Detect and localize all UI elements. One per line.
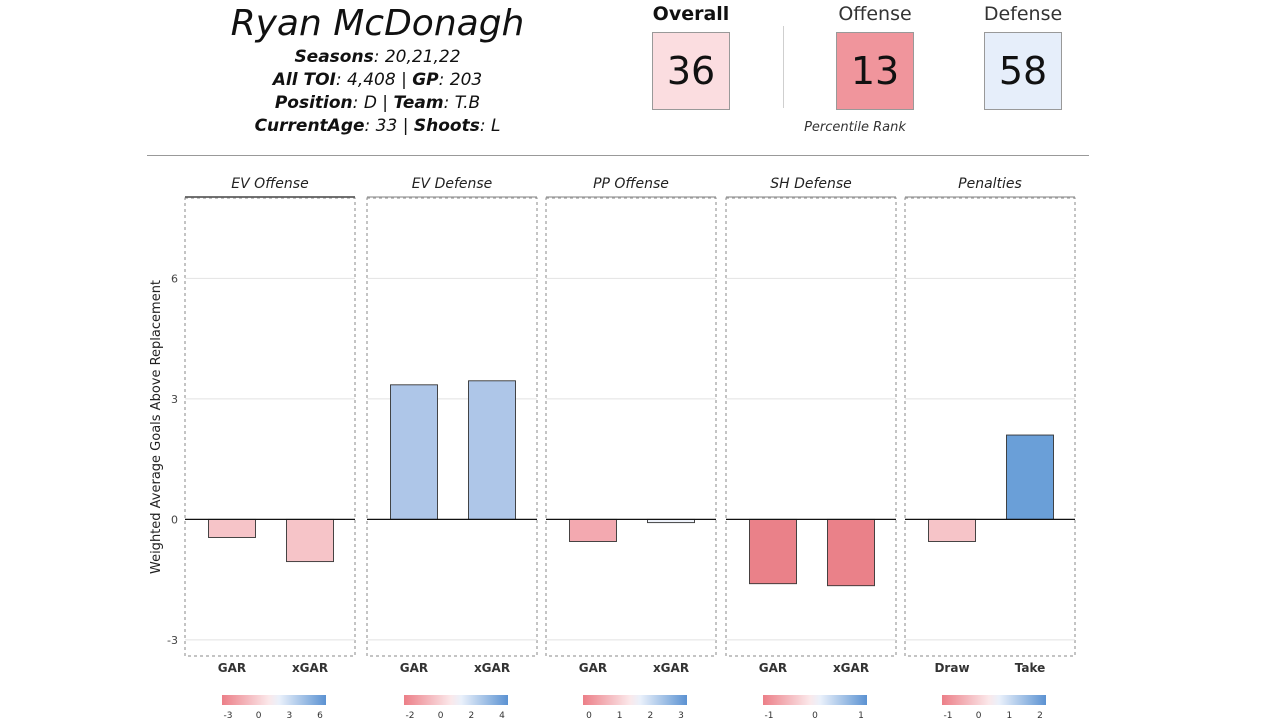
x-tick-label: GAR [400,661,428,675]
rank-divider [783,26,784,108]
facet-title: Penalties [958,176,1022,192]
seasons-line: Seasons: 20,21,22 [294,47,461,67]
overall-label: Overall [652,3,730,25]
colorbar-tick-label: 0 [976,711,982,720]
offense-rank: Offense 13 [825,0,925,110]
colorbar-tick-label: 1 [1006,711,1012,720]
colorbar-tick-label: 3 [286,711,292,720]
gar-chart: Weighted Average Goals Above Replacement… [149,176,1076,720]
overall-value: 36 [652,32,730,110]
bar [208,518,256,538]
y-tick-label: 3 [171,393,178,406]
toi-value: 4,408 [347,70,396,90]
bar [749,518,797,585]
y-axis-title: Weighted Average Goals Above Replacement [149,280,164,574]
x-tick-label: Draw [934,661,969,675]
x-tick-label: GAR [759,661,787,675]
bar [286,518,334,563]
colorbar [583,695,687,705]
colorbar-tick-label: 0 [812,711,818,720]
colorbar-tick-label: 6 [317,711,323,720]
colorbar-tick-label: 3 [678,711,684,720]
age-label: CurrentAge [254,116,365,136]
facet-panel-border [366,197,538,657]
x-tick-label: GAR [579,661,607,675]
colorbar-tick-label: 4 [499,711,505,720]
colorbar [222,695,326,705]
facet-title: EV Offense [231,176,308,192]
colorbar-tick-label: 1 [858,711,864,720]
colorbar [404,695,508,705]
gp-label: GP [412,70,439,90]
position-value: D [363,93,377,113]
overall-rank: Overall 36 [641,0,741,110]
seasons-value: 20,21,22 [384,47,461,67]
colorbar-tick-label: 2 [468,711,474,720]
bar [928,518,976,542]
team-label: Team [393,93,444,113]
age-line: CurrentAge: 33 | Shoots: L [254,116,501,136]
percentile-caption: Percentile Rank [804,120,906,135]
colorbar-tick-label: -1 [944,711,953,720]
toi-label: All TOI [272,70,336,90]
toi-line: All TOI: 4,408 | GP: 203 [272,70,483,90]
colorbar-tick-label: 1 [617,711,623,720]
defense-value: 58 [984,32,1062,110]
facet-panel-border [904,197,1076,657]
bar [1006,434,1054,520]
bar [468,380,516,520]
colorbar-tick-label: 2 [1037,711,1043,720]
colorbar-tick-label: 0 [586,711,592,720]
offense-value: 13 [836,32,914,110]
x-tick-label: xGAR [474,661,510,675]
age-value: 33 [375,116,398,136]
colorbar-tick-label: 0 [256,711,262,720]
y-tick-label: 0 [171,513,178,526]
x-tick-label: xGAR [292,661,328,675]
y-tick-label: 6 [171,272,178,285]
facet-title: PP Offense [593,176,669,192]
bar [569,518,617,542]
x-tick-label: GAR [218,661,246,675]
shoots-label: Shoots [413,116,480,136]
facet-title: EV Defense [412,176,493,192]
defense-label: Defense [983,3,1063,25]
gp-value: 203 [449,70,483,90]
team-value: T.B [454,93,481,113]
position-line: Position: D | Team: T.B [274,93,481,113]
colorbar-tick-label: -2 [406,711,415,720]
player-name: Ryan McDonagh [230,3,525,44]
offense-label: Offense [838,3,912,25]
defense-rank: Defense 58 [973,0,1073,110]
bar [390,384,438,520]
header-divider [147,155,1089,156]
x-tick-label: xGAR [833,661,869,675]
colorbar-tick-label: 0 [438,711,444,720]
x-tick-label: Take [1015,661,1046,675]
facet-title: SH Defense [770,176,852,192]
player-info: Ryan McDonagh Seasons: 20,21,22 All TOI:… [200,0,555,138]
seasons-label: Seasons [294,47,374,67]
colorbar [763,695,867,705]
x-tick-label: xGAR [653,661,689,675]
y-tick-label: -3 [167,634,178,647]
position-label: Position [274,93,353,113]
colorbar-tick-label: 2 [647,711,653,720]
bar [827,518,875,587]
shoots-value: L [490,116,501,136]
facet-panel-border [725,197,897,657]
facet-panel-border [545,197,717,657]
colorbar [942,695,1046,705]
colorbar-tick-label: -3 [224,711,233,720]
facet-panel-border [184,197,356,657]
colorbar-tick-label: -1 [765,711,774,720]
